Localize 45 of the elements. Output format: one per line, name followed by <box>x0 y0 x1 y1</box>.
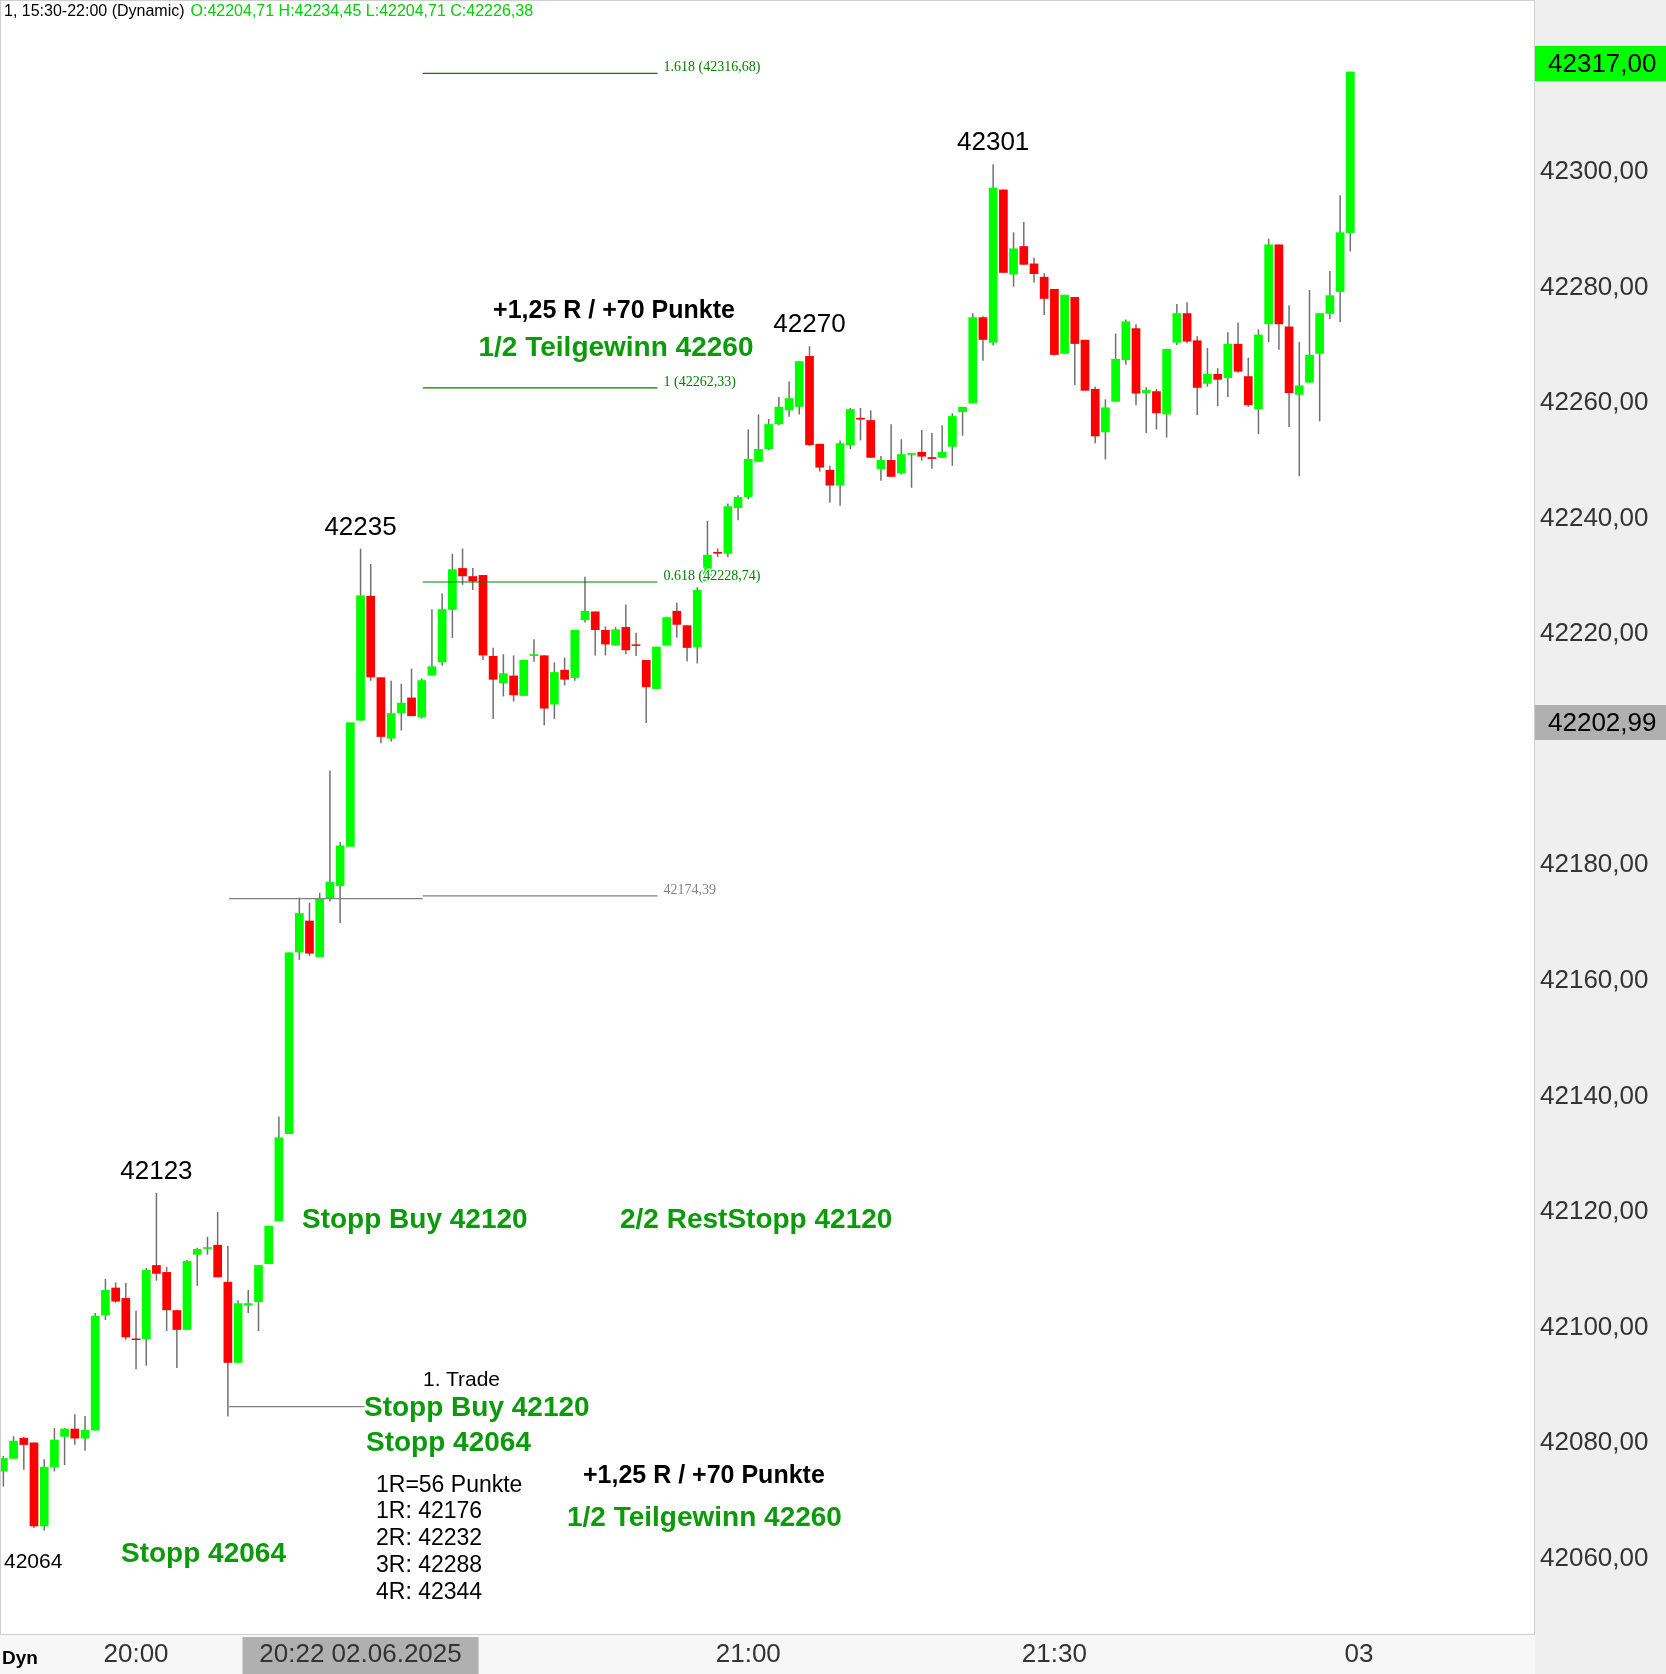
annotation: 1. Trade <box>423 1367 501 1390</box>
annotation: 42235 <box>324 510 397 541</box>
y-tick-label: 42180,00 <box>1540 848 1649 879</box>
series-label: 1 (42262,33) <box>663 373 737 390</box>
annotation: +1,25 R / +70 Punkte <box>493 295 735 323</box>
y-tick-label: 42100,00 <box>1540 1310 1649 1341</box>
annotation: 3R: 42288 <box>376 1551 483 1577</box>
text: 42317,00 <box>1548 48 1657 78</box>
annotation: 1R: 42176 <box>376 1497 483 1523</box>
y-tick-label: 42260,00 <box>1540 386 1649 417</box>
text: Dyn <box>2 1647 38 1668</box>
annotation: Stopp 42064 <box>121 1537 287 1568</box>
chart-title: 1, 15:30-22:00 (Dynamic) <box>4 2 185 19</box>
chart-subtitle: O:42204,71 H:42234,45 L:42204,71 C:42226,38 <box>190 2 534 19</box>
annotation: 42064 <box>4 1549 63 1572</box>
annotation: +1,25 R / +70 Punkte <box>583 1460 825 1488</box>
series-label: 42174,39 <box>663 881 716 897</box>
annotation: 2R: 42232 <box>376 1524 483 1550</box>
annotation: 4R: 42344 <box>376 1578 483 1604</box>
y-tick-label: 42220,00 <box>1540 617 1649 648</box>
x-tick-label: 21:30 <box>1021 1638 1087 1668</box>
x-tick-label: 20:00 <box>103 1638 169 1668</box>
x-tick-label: 20:22 02.06.2025 <box>259 1638 462 1668</box>
annotation: 1/2 Teilgewinn 42260 <box>567 1501 842 1532</box>
series-label: 1.618 (42316,68) <box>663 59 761 76</box>
y-tick-label: 42080,00 <box>1540 1426 1649 1457</box>
y-tick-label: 42240,00 <box>1540 501 1649 532</box>
y-tick-label: 42060,00 <box>1540 1541 1649 1572</box>
annotation: 42301 <box>957 126 1030 157</box>
annotation: Stopp Buy 42120 <box>302 1203 528 1234</box>
y-tick-label: 42140,00 <box>1540 1079 1649 1110</box>
annotation: 2/2 RestStopp 42120 <box>620 1203 893 1234</box>
text: 42202,99 <box>1548 707 1657 737</box>
x-tick-label: 21:00 <box>715 1638 781 1668</box>
y-tick-label: 42160,00 <box>1540 964 1649 995</box>
text: 03 <box>1344 1638 1374 1668</box>
annotation: 1R=56 Punkte <box>376 1471 523 1497</box>
annotation: 42270 <box>773 308 846 339</box>
annotation: 42123 <box>120 1154 193 1185</box>
annotation: 1/2 Teilgewinn 42260 <box>478 331 754 362</box>
annotation: Stopp 42064 <box>366 1426 532 1457</box>
annotation: Stopp Buy 42120 <box>364 1391 590 1422</box>
y-tick-label: 42280,00 <box>1540 270 1649 301</box>
y-tick-label: 42300,00 <box>1540 154 1649 185</box>
y-tick-label: 42120,00 <box>1540 1195 1649 1226</box>
